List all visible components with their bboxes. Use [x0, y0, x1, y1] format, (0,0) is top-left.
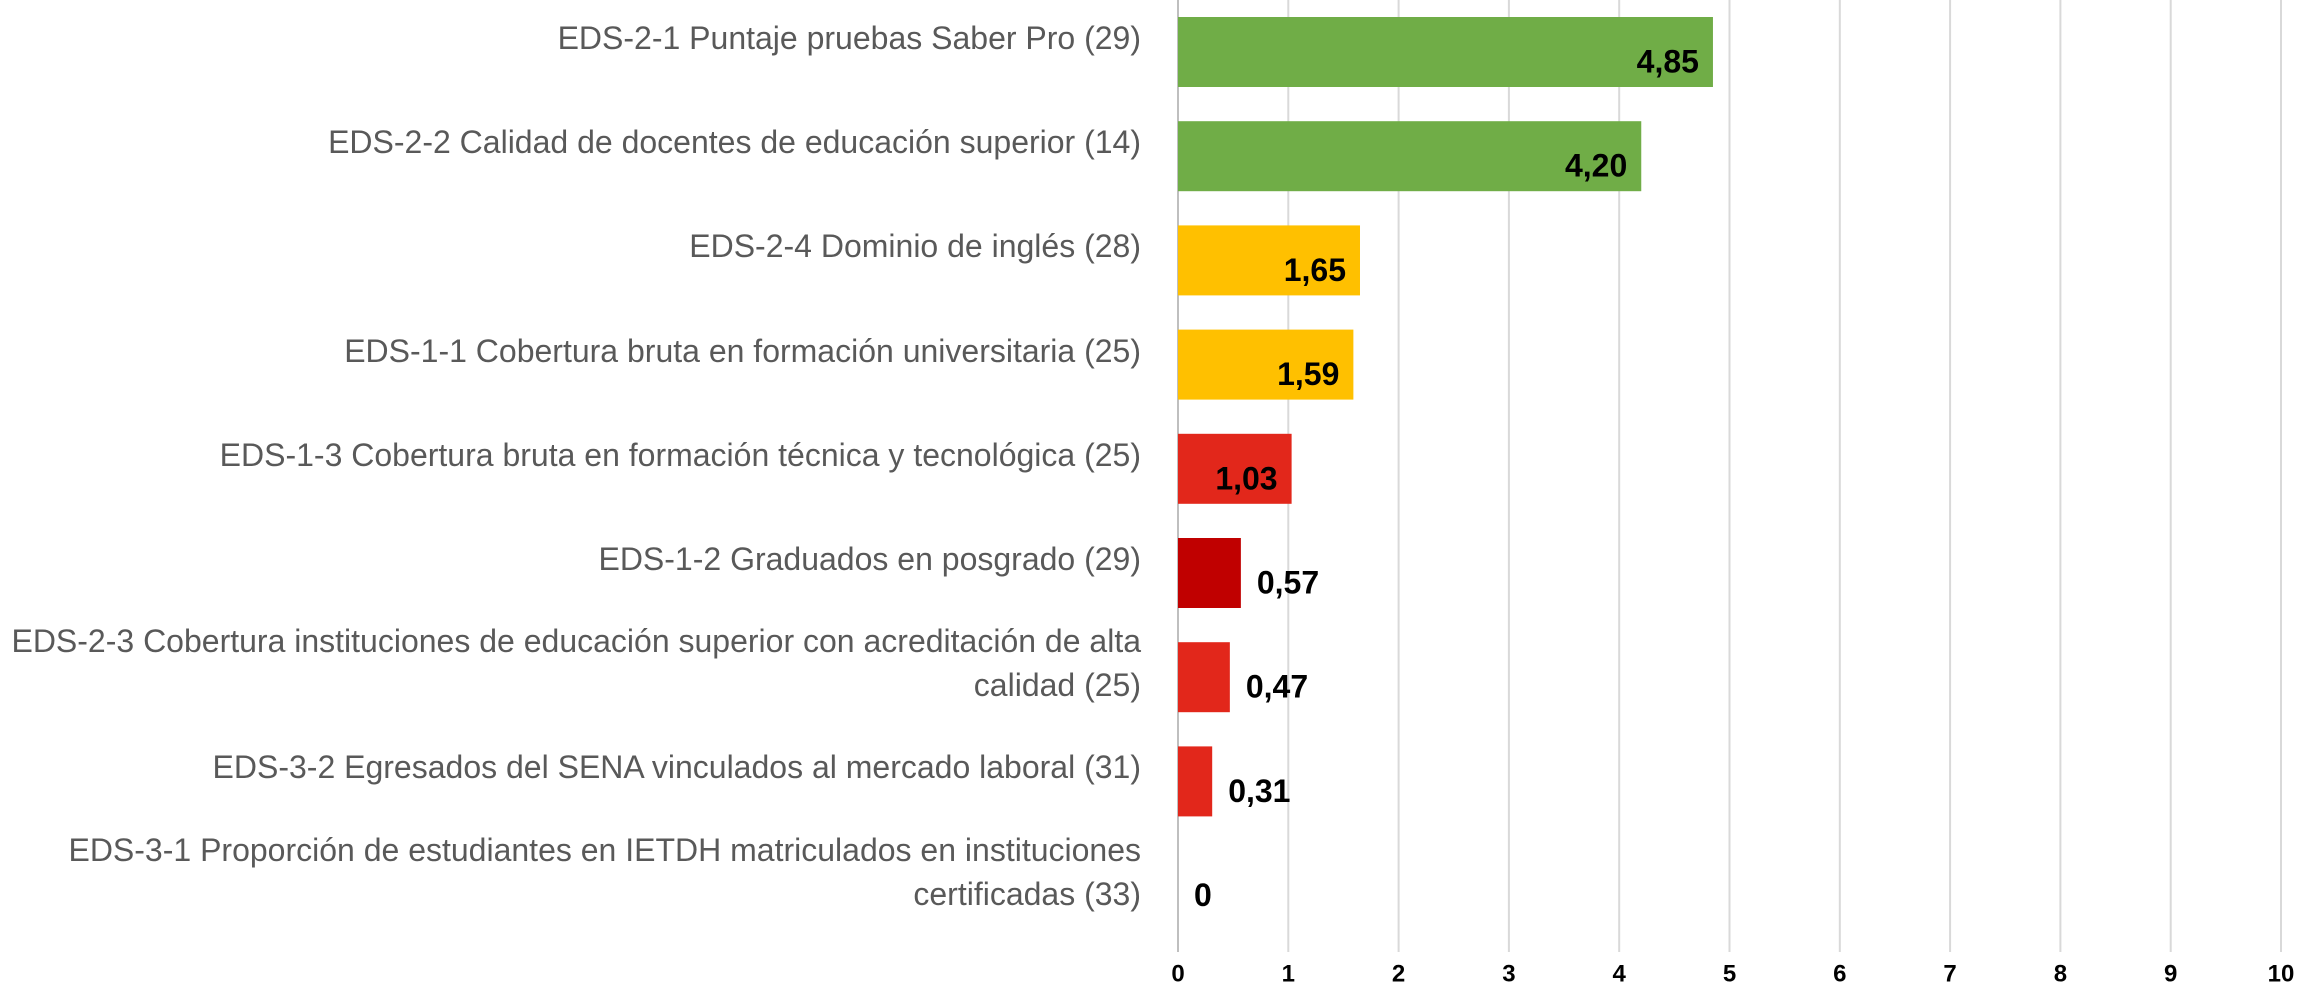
x-tick-label: 10 — [2268, 960, 2295, 987]
value-label: 1,59 — [1277, 356, 1339, 392]
x-tick-label: 5 — [1723, 960, 1736, 987]
category-label: EDS-1-2 Graduados en posgrado (29) — [598, 541, 1141, 577]
category-label: EDS-3-2 Egresados del SENA vinculados al… — [212, 749, 1141, 786]
x-tick-label: 9 — [2164, 960, 2177, 987]
value-label: 0,47 — [1246, 669, 1308, 705]
bar — [1178, 329, 1354, 400]
bar — [1178, 121, 1642, 192]
bar — [1178, 17, 1713, 87]
category-label: EDS-1-3 Cobertura bruta en formación téc… — [219, 436, 1141, 473]
x-tick-label: 0 — [1171, 960, 1184, 987]
bar — [1178, 433, 1292, 504]
value-label: 1,03 — [1215, 460, 1277, 496]
value-label: 0,57 — [1257, 564, 1319, 600]
category-label: EDS-2-3 Cobertura instituciones de educa… — [11, 623, 1141, 704]
value-label: 4,20 — [1565, 148, 1627, 184]
bar — [1178, 225, 1360, 296]
bar — [1178, 642, 1230, 713]
bar — [1178, 746, 1213, 817]
value-label: 0 — [1194, 877, 1212, 913]
category-label: EDS-2-2 Calidad de docentes de educación… — [328, 124, 1141, 161]
bar — [1178, 538, 1241, 608]
category-label: EDS-2-1 Puntaje pruebas Saber Pro (29) — [557, 20, 1141, 56]
x-tick-label: 8 — [2054, 960, 2067, 987]
x-tick-label: 1 — [1282, 960, 1295, 987]
x-tick-label: 2 — [1392, 960, 1405, 987]
value-label: 4,85 — [1637, 43, 1699, 79]
x-tick-label: 3 — [1502, 960, 1515, 987]
x-tick-label: 4 — [1613, 960, 1627, 987]
x-tick-label: 7 — [1943, 960, 1956, 987]
category-label: EDS-2-4 Dominio de inglés (28) — [689, 228, 1141, 265]
value-label: 0,31 — [1228, 773, 1290, 809]
x-tick-label: 6 — [1833, 960, 1846, 987]
category-label: EDS-1-1 Cobertura bruta en formación uni… — [344, 332, 1141, 369]
category-label: EDS-3-1 Proporción de estudiantes en IET… — [68, 831, 1141, 912]
value-label: 1,65 — [1284, 252, 1346, 288]
